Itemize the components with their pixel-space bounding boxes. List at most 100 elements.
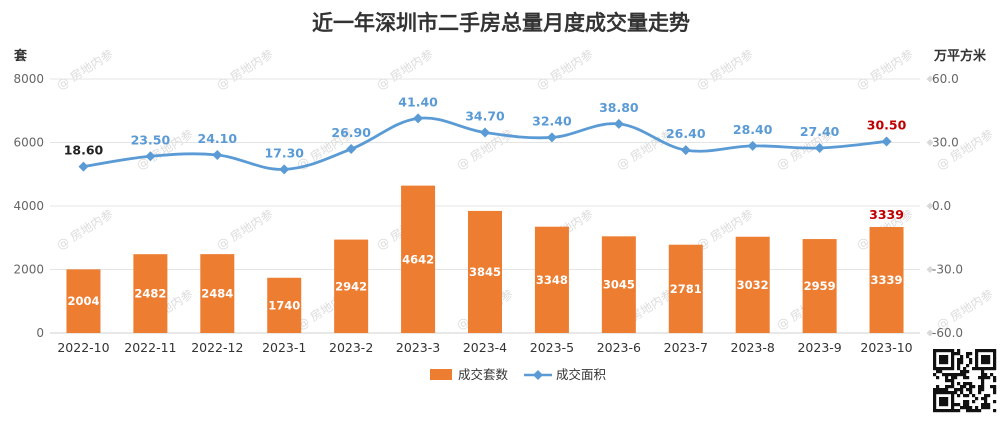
qr-module: [954, 352, 958, 356]
qr-module: [972, 400, 976, 404]
qr-module: [981, 367, 985, 371]
watermark-text: @ 房地内参: [214, 46, 276, 93]
legend-label-line: 成交面积: [556, 367, 606, 382]
qr-module: [975, 409, 979, 413]
qr-module: [993, 400, 997, 404]
x-tick-label: 2023-1: [262, 340, 306, 355]
qr-module: [981, 373, 985, 377]
qr-module: [984, 376, 988, 380]
qr-module: [969, 388, 973, 392]
left-tick-label: 2000: [13, 263, 44, 277]
left-tick-label: 6000: [13, 136, 44, 150]
bar: [133, 254, 168, 333]
qr-module: [975, 355, 979, 359]
qr-module: [951, 385, 955, 389]
line-point: [881, 136, 892, 147]
qr-module: [954, 373, 958, 377]
line-value-label: 38.80: [599, 100, 639, 115]
qr-module: [948, 379, 952, 383]
qr-module: [972, 367, 976, 371]
right-tick-marker: [926, 75, 934, 83]
line-value-label: 30.50: [867, 117, 907, 132]
qr-module: [945, 355, 949, 359]
qr-module: [945, 397, 949, 401]
x-tick-label: 2023-6: [597, 340, 641, 355]
qr-module: [987, 376, 991, 380]
bar-value-label: 3348: [536, 273, 568, 287]
qr-module: [993, 364, 997, 368]
qr-module: [966, 364, 970, 368]
line-value-label: 28.40: [733, 122, 773, 137]
qr-module: [993, 385, 997, 389]
qr-module: [933, 394, 937, 398]
watermark-text: @ 房地内参: [534, 46, 596, 93]
qr-module: [933, 355, 937, 359]
qr-module: [957, 409, 961, 413]
bar-value-label: 4642: [402, 252, 434, 266]
qr-module: [957, 403, 961, 407]
qr-module: [942, 400, 946, 404]
qr-module: [951, 352, 955, 356]
qr-module: [945, 376, 949, 380]
bar: [200, 254, 235, 333]
qr-module: [981, 361, 985, 365]
qr-module: [939, 397, 943, 401]
qr-module: [978, 388, 982, 392]
qr-module: [948, 373, 952, 377]
qr-module: [993, 379, 997, 383]
qr-module: [954, 376, 958, 380]
qr-module: [987, 358, 991, 362]
qr-module: [993, 409, 997, 413]
qr-module: [975, 361, 979, 365]
qr-module: [981, 397, 985, 401]
qr-module: [942, 367, 946, 371]
qr-module: [987, 406, 991, 410]
qr-module: [963, 370, 967, 374]
qr-module: [939, 409, 943, 413]
qr-module: [933, 352, 937, 356]
qr-module: [939, 367, 943, 371]
legend-marker-line: [533, 370, 543, 380]
qr-module: [939, 355, 943, 359]
qr-module: [981, 388, 985, 392]
line-value-label: 26.40: [666, 126, 706, 141]
qr-module: [933, 361, 937, 365]
line-value-label: 18.60: [64, 143, 104, 158]
qr-module: [942, 403, 946, 407]
qr-module: [990, 367, 994, 371]
line-value-label: 41.40: [398, 94, 438, 109]
qr-module: [957, 373, 961, 377]
qr-module: [954, 391, 958, 395]
qr-module: [936, 388, 940, 392]
bar: [334, 239, 369, 333]
line-point: [747, 140, 758, 151]
line-point: [814, 143, 825, 154]
qr-module: [951, 409, 955, 413]
qr-module: [936, 349, 940, 353]
qr-module: [960, 358, 964, 362]
qr-module: [942, 391, 946, 395]
left-axis: 0 2000 4000 6000 8000: [13, 72, 44, 340]
qr-module: [984, 361, 988, 365]
line-point: [145, 151, 156, 162]
qr-module: [993, 367, 997, 371]
bar: [66, 269, 101, 333]
left-axis-unit: 套: [13, 48, 28, 64]
qr-module: [963, 403, 967, 407]
qr-module: [939, 403, 943, 407]
qr-module: [951, 382, 955, 386]
qr-module: [987, 367, 991, 371]
qr-module: [987, 361, 991, 365]
qr-module: [945, 361, 949, 365]
qr-module: [984, 400, 988, 404]
qr-module: [945, 373, 949, 377]
bar: [668, 244, 703, 333]
qr-module: [942, 388, 946, 392]
qr-module: [966, 355, 970, 359]
qr-module: [966, 370, 970, 374]
x-tick-label: 2023-4: [463, 340, 507, 355]
qr-module: [993, 355, 997, 359]
qr-module: [981, 379, 985, 383]
qr-module: [963, 367, 967, 371]
qr-module: [972, 409, 976, 413]
